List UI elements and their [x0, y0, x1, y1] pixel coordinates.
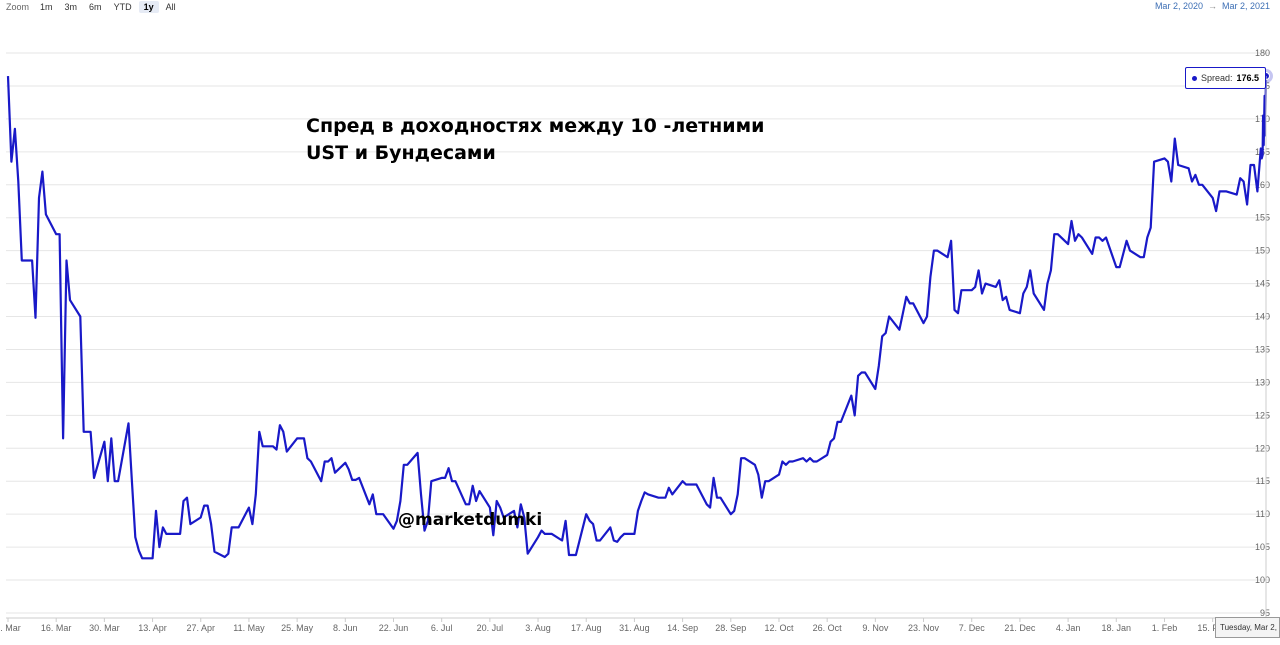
y-tick-label: 150 — [1255, 246, 1270, 256]
x-axis-labels: 2. Mar 16. Mar 30. Mar 13. Apr 27. Apr 11. Ma… — [0, 618, 1228, 633]
x-tick-label: 17. Aug — [571, 623, 602, 633]
x-tick-label: 11. May — [233, 623, 265, 633]
y-tick-label: 95 — [1260, 608, 1270, 618]
crosshair-date-label: Tuesday, Mar 2, 2021 — [1215, 617, 1280, 638]
x-tick-label: 20. Jul — [477, 623, 504, 633]
x-tick-label: 25. May — [281, 623, 314, 633]
y-tick-label: 130 — [1255, 377, 1270, 387]
y-tick-label: 145 — [1255, 279, 1270, 289]
y-tick-label: 140 — [1255, 312, 1270, 322]
y-tick-label: 180 — [1255, 48, 1270, 58]
date-range-arrow: → — [1207, 1, 1217, 11]
tooltip-value: 176.5 — [1236, 73, 1260, 83]
gridlines — [6, 52, 1270, 619]
x-tick-label: 16. Mar — [41, 623, 72, 633]
range-selector: Zoom 1m 3m 6m YTD 1y All — [6, 0, 181, 14]
annotation-line-1: Спред в доходностях между 10 -летними — [306, 115, 765, 137]
x-tick-label: 21. Dec — [1004, 623, 1036, 633]
x-tick-label: 14. Sep — [667, 623, 698, 633]
date-to-input[interactable]: Mar 2, 2021 — [1221, 1, 1270, 11]
tooltip: Spread: 176.5 — [1185, 67, 1267, 89]
annotation-line-2: UST и Бундесами — [306, 142, 496, 164]
zoom-label: Zoom — [6, 2, 30, 12]
range-button-all[interactable]: All — [165, 2, 176, 12]
tooltip-series-name: Spread: — [1201, 73, 1233, 83]
series-dot-icon — [1192, 75, 1197, 81]
y-tick-label: 120 — [1255, 443, 1270, 453]
date-from-input[interactable]: Mar 2, 2020 — [1154, 1, 1203, 11]
x-tick-label: 8. Jun — [333, 623, 358, 633]
y-tick-label: 135 — [1255, 344, 1270, 354]
x-tick-label: 15. Feb — [1197, 623, 1228, 633]
x-tick-label: 4. Jan — [1056, 623, 1081, 633]
y-tick-label: 115 — [1256, 476, 1270, 486]
x-tick-label: 1. Feb — [1152, 623, 1178, 633]
x-tick-label: 2. Mar — [0, 623, 21, 633]
x-tick-label: 23. Nov — [908, 623, 940, 633]
y-tick-label: 125 — [1255, 410, 1270, 420]
x-tick-label: 22. Jun — [379, 623, 409, 633]
date-range: Mar 2, 2020 → Mar 2, 2021 — [1155, 1, 1270, 11]
x-tick-label: 12. Oct — [764, 623, 794, 633]
y-tick-label: 105 — [1255, 542, 1270, 552]
x-tick-label: 6. Jul — [431, 623, 453, 633]
range-button-1y[interactable]: 1y — [138, 1, 159, 13]
y-tick-label: 160 — [1255, 180, 1270, 190]
x-tick-label: 30. Mar — [89, 623, 120, 633]
x-tick-label: 26. Oct — [813, 623, 843, 633]
series-line-spread — [6, 76, 1268, 560]
x-tick-label: 28. Sep — [715, 623, 746, 633]
x-tick-label: 31. Aug — [619, 623, 650, 633]
x-tick-label: 18. Jan — [1102, 623, 1132, 633]
range-button-ytd[interactable]: YTD — [113, 2, 132, 12]
x-tick-label: 27. Apr — [186, 623, 215, 633]
x-tick-label: 3. Aug — [525, 623, 551, 633]
range-button-1m[interactable]: 1m — [40, 2, 53, 12]
range-button-6m[interactable]: 6m — [89, 2, 102, 12]
x-tick-label: 7. Dec — [959, 623, 986, 633]
y-tick-label: 110 — [1256, 509, 1270, 519]
y-tick-label: 100 — [1255, 575, 1270, 585]
y-tick-label: 155 — [1255, 213, 1270, 223]
watermark: @marketdumki — [398, 510, 543, 530]
x-tick-label: 9. Nov — [862, 623, 889, 633]
x-tick-label: 13. Apr — [138, 623, 167, 633]
range-button-3m[interactable]: 3m — [64, 2, 78, 12]
chart-annotation: Спред в доходностях между 10 -летними US… — [306, 113, 764, 167]
